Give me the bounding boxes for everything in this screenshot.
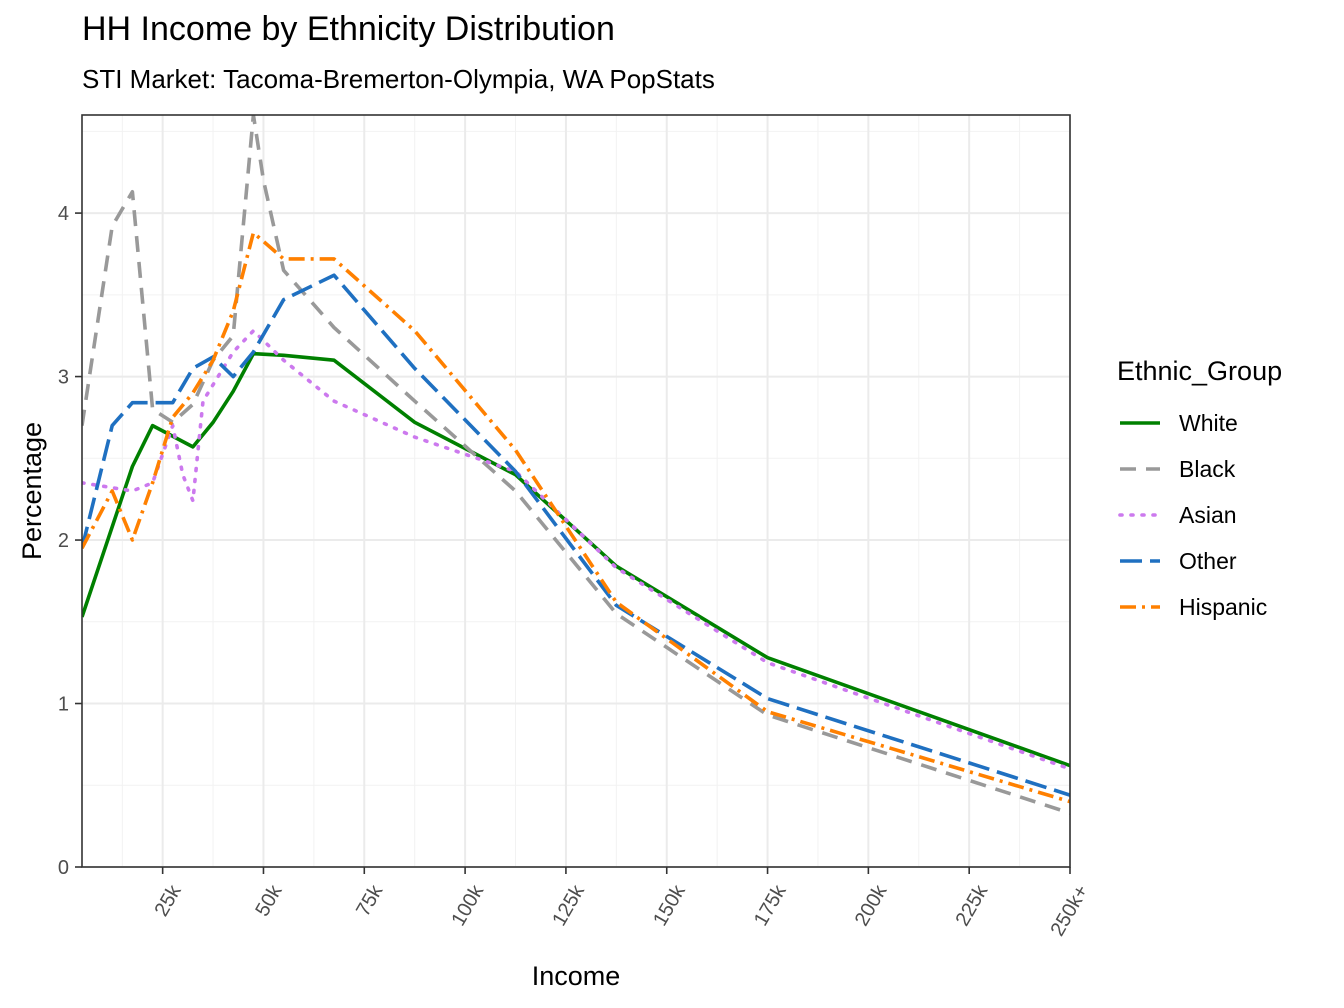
- x-tick-label: 225k: [952, 880, 993, 929]
- y-tick-label: 3: [58, 367, 69, 389]
- legend-label-black: Black: [1179, 456, 1236, 482]
- series-line-asian: [82, 329, 1070, 771]
- chart-subtitle: STI Market: Tacoma-Bremerton-Olympia, WA…: [82, 64, 715, 94]
- legend: Ethnic_Group White Black Asian Other Hispani…: [1117, 356, 1282, 620]
- x-tick-label: 75k: [352, 880, 388, 920]
- legend-label-asian: Asian: [1179, 502, 1237, 528]
- y-axis-title: Percentage: [17, 422, 47, 560]
- y-tick-label: 0: [58, 857, 69, 879]
- x-tick-label: 200k: [851, 880, 892, 929]
- series-lines: [82, 115, 1070, 815]
- x-tick-label: 25k: [151, 880, 187, 920]
- x-tick-label: 250k+: [1047, 881, 1094, 940]
- series-line-other: [82, 273, 1070, 797]
- series-line-black: [82, 115, 1070, 815]
- x-tick-label: 125k: [548, 880, 589, 929]
- y-tick-label: 4: [58, 203, 69, 225]
- x-axis: 25k 50k 75k 100k 125k 150k 175k 200k 225k 250k+: [151, 867, 1094, 940]
- legend-label-other: Other: [1179, 548, 1237, 574]
- y-tick-label: 1: [58, 694, 69, 716]
- y-axis: 0 1 2 3 4: [58, 203, 82, 879]
- x-tick-label: 175k: [750, 880, 791, 929]
- plot-panel-border: [81, 114, 1071, 868]
- chart-title: HH Income by Ethnicity Distribution: [82, 10, 615, 48]
- x-tick-label: 50k: [251, 880, 287, 920]
- major-gridlines: [82, 115, 1071, 868]
- x-axis-title: Income: [532, 961, 621, 991]
- legend-label-hispanic: Hispanic: [1179, 594, 1267, 620]
- legend-title: Ethnic_Group: [1117, 356, 1282, 386]
- minor-gridlines: [82, 115, 1070, 867]
- y-tick-label: 2: [58, 530, 69, 552]
- series-line-hispanic: [82, 230, 1070, 804]
- x-tick-label: 150k: [649, 880, 690, 929]
- x-tick-label: 100k: [447, 880, 488, 929]
- legend-label-white: White: [1179, 410, 1238, 436]
